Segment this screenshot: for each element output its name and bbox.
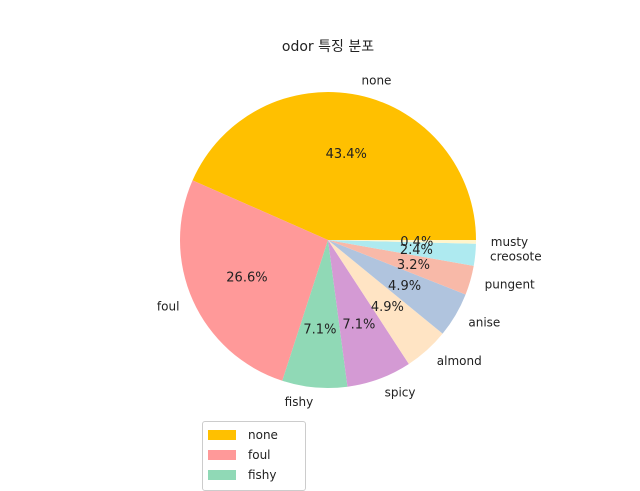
slices-layer xyxy=(179,92,477,389)
legend-item-fishy: fishy xyxy=(208,465,277,485)
pie-category-label-fishy: fishy xyxy=(285,395,314,409)
labels-layer: 43.4% none 26.6% foul 7.1% fishy 7.1% spicy 4.9%… xyxy=(157,74,542,409)
legend-label-fishy: fishy xyxy=(248,468,277,482)
pie-category-label-almond: almond xyxy=(437,354,482,368)
pie-slice-creosote xyxy=(328,240,476,266)
pie-chart: odor 특징 분포 43.4% none 26.6% foul 7.1% fishy 7.… xyxy=(157,39,542,409)
legend-swatch-none xyxy=(208,430,236,440)
pie-slice-fishy xyxy=(282,240,348,389)
pie-category-label-creosote: creosote xyxy=(490,249,542,263)
pie-slice-pungent xyxy=(328,240,474,295)
pie-slice-spicy xyxy=(328,240,409,387)
legend-swatch-foul xyxy=(208,450,236,460)
pie-percent-label-fishy: 7.1% xyxy=(303,322,336,337)
pie-category-label-musty: musty xyxy=(491,235,528,249)
chart-title: odor 특징 분포 xyxy=(282,39,374,55)
pie-category-label-foul: foul xyxy=(157,300,180,314)
pie-percent-label-creosote: 2.4% xyxy=(400,243,433,258)
pie-slice-foul xyxy=(179,180,328,381)
pie-slice-musty xyxy=(328,240,476,244)
pie-percent-label-spicy: 7.1% xyxy=(342,317,375,332)
pie-category-label-spicy: spicy xyxy=(385,386,416,400)
pie-category-label-anise: anise xyxy=(468,315,500,329)
pie-slice-almond xyxy=(328,240,443,364)
legend: none foul fishy xyxy=(202,421,306,491)
pie-percent-label-anise: 4.9% xyxy=(388,279,421,294)
pie-percent-label-almond: 4.9% xyxy=(371,300,404,315)
pie-category-label-none: none xyxy=(362,74,392,88)
pie-slice-none xyxy=(192,92,477,240)
legend-item-none: none xyxy=(208,425,278,445)
pie-percent-label-musty: 0.4% xyxy=(400,235,433,250)
legend-label-none: none xyxy=(248,428,278,442)
pie-category-label-pungent: pungent xyxy=(485,277,535,291)
pie-percent-label-foul: 26.6% xyxy=(226,270,267,285)
legend-label-foul: foul xyxy=(248,448,271,462)
legend-swatch-fishy xyxy=(208,470,236,480)
legend-item-foul: foul xyxy=(208,445,271,465)
pie-percent-label-none: 43.4% xyxy=(326,147,367,162)
pie-slice-anise xyxy=(328,240,466,334)
pie-percent-label-pungent: 3.2% xyxy=(397,258,430,273)
